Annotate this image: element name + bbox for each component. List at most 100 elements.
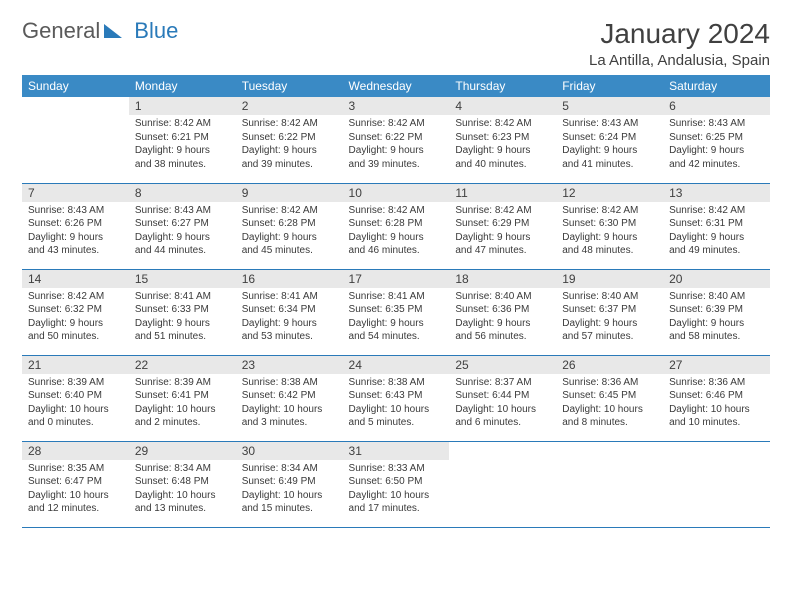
daylight-line2: and 41 minutes. xyxy=(562,158,657,172)
calendar-cell: 11Sunrise: 8:42 AMSunset: 6:29 PMDayligh… xyxy=(449,183,556,269)
daylight-line1: Daylight: 9 hours xyxy=(349,231,444,245)
sunset-text: Sunset: 6:32 PM xyxy=(28,303,123,317)
calendar-cell xyxy=(663,441,770,527)
day-number: 28 xyxy=(22,442,129,460)
sunrise-text: Sunrise: 8:42 AM xyxy=(135,117,230,131)
calendar-week-row: 14Sunrise: 8:42 AMSunset: 6:32 PMDayligh… xyxy=(22,269,770,355)
day-details: Sunrise: 8:42 AMSunset: 6:32 PMDaylight:… xyxy=(22,288,129,348)
daylight-line1: Daylight: 9 hours xyxy=(562,144,657,158)
day-number: 11 xyxy=(449,184,556,202)
daylight-line2: and 40 minutes. xyxy=(455,158,550,172)
sunrise-text: Sunrise: 8:42 AM xyxy=(455,117,550,131)
day-number: 25 xyxy=(449,356,556,374)
daylight-line2: and 57 minutes. xyxy=(562,330,657,344)
calendar-cell: 29Sunrise: 8:34 AMSunset: 6:48 PMDayligh… xyxy=(129,441,236,527)
daylight-line2: and 43 minutes. xyxy=(28,244,123,258)
day-number: 24 xyxy=(343,356,450,374)
sunset-text: Sunset: 6:47 PM xyxy=(28,475,123,489)
daylight-line2: and 48 minutes. xyxy=(562,244,657,258)
day-details: Sunrise: 8:34 AMSunset: 6:49 PMDaylight:… xyxy=(236,460,343,520)
calendar-cell xyxy=(556,441,663,527)
day-number: 21 xyxy=(22,356,129,374)
daylight-line2: and 17 minutes. xyxy=(349,502,444,516)
header: General Blue January 2024 La Antilla, An… xyxy=(22,18,770,69)
sunrise-text: Sunrise: 8:39 AM xyxy=(135,376,230,390)
daylight-line2: and 12 minutes. xyxy=(28,502,123,516)
sunset-text: Sunset: 6:48 PM xyxy=(135,475,230,489)
daylight-line2: and 39 minutes. xyxy=(242,158,337,172)
calendar-cell: 13Sunrise: 8:42 AMSunset: 6:31 PMDayligh… xyxy=(663,183,770,269)
daylight-line2: and 47 minutes. xyxy=(455,244,550,258)
calendar-cell: 26Sunrise: 8:36 AMSunset: 6:45 PMDayligh… xyxy=(556,355,663,441)
day-details: Sunrise: 8:34 AMSunset: 6:48 PMDaylight:… xyxy=(129,460,236,520)
day-details: Sunrise: 8:33 AMSunset: 6:50 PMDaylight:… xyxy=(343,460,450,520)
sunrise-text: Sunrise: 8:42 AM xyxy=(242,204,337,218)
daylight-line1: Daylight: 10 hours xyxy=(349,489,444,503)
day-details: Sunrise: 8:42 AMSunset: 6:31 PMDaylight:… xyxy=(663,202,770,262)
sunset-text: Sunset: 6:27 PM xyxy=(135,217,230,231)
sunrise-text: Sunrise: 8:34 AM xyxy=(242,462,337,476)
title-block: January 2024 La Antilla, Andalusia, Spai… xyxy=(589,18,770,69)
daylight-line1: Daylight: 9 hours xyxy=(669,144,764,158)
day-number: 1 xyxy=(129,97,236,115)
sunset-text: Sunset: 6:30 PM xyxy=(562,217,657,231)
sunset-text: Sunset: 6:41 PM xyxy=(135,389,230,403)
weekday-sat: Saturday xyxy=(663,75,770,97)
daylight-line2: and 13 minutes. xyxy=(135,502,230,516)
day-details: Sunrise: 8:42 AMSunset: 6:28 PMDaylight:… xyxy=(343,202,450,262)
logo-text-general: General xyxy=(22,18,100,44)
weekday-sun: Sunday xyxy=(22,75,129,97)
daylight-line1: Daylight: 9 hours xyxy=(135,317,230,331)
sunrise-text: Sunrise: 8:43 AM xyxy=(562,117,657,131)
sunset-text: Sunset: 6:31 PM xyxy=(669,217,764,231)
calendar-cell: 9Sunrise: 8:42 AMSunset: 6:28 PMDaylight… xyxy=(236,183,343,269)
daylight-line2: and 44 minutes. xyxy=(135,244,230,258)
day-number: 27 xyxy=(663,356,770,374)
day-number: 4 xyxy=(449,97,556,115)
day-details: Sunrise: 8:36 AMSunset: 6:46 PMDaylight:… xyxy=(663,374,770,434)
daylight-line1: Daylight: 9 hours xyxy=(242,317,337,331)
daylight-line1: Daylight: 9 hours xyxy=(669,317,764,331)
sunrise-text: Sunrise: 8:36 AM xyxy=(562,376,657,390)
day-details: Sunrise: 8:40 AMSunset: 6:36 PMDaylight:… xyxy=(449,288,556,348)
daylight-line1: Daylight: 10 hours xyxy=(28,403,123,417)
day-details: Sunrise: 8:42 AMSunset: 6:22 PMDaylight:… xyxy=(343,115,450,175)
day-details: Sunrise: 8:38 AMSunset: 6:43 PMDaylight:… xyxy=(343,374,450,434)
daylight-line2: and 45 minutes. xyxy=(242,244,337,258)
day-number: 18 xyxy=(449,270,556,288)
daylight-line2: and 53 minutes. xyxy=(242,330,337,344)
day-details: Sunrise: 8:41 AMSunset: 6:34 PMDaylight:… xyxy=(236,288,343,348)
daylight-line2: and 58 minutes. xyxy=(669,330,764,344)
day-number: 7 xyxy=(22,184,129,202)
daylight-line2: and 8 minutes. xyxy=(562,416,657,430)
sunset-text: Sunset: 6:49 PM xyxy=(242,475,337,489)
calendar-cell: 6Sunrise: 8:43 AMSunset: 6:25 PMDaylight… xyxy=(663,97,770,183)
day-number: 15 xyxy=(129,270,236,288)
day-number: 16 xyxy=(236,270,343,288)
day-details: Sunrise: 8:39 AMSunset: 6:40 PMDaylight:… xyxy=(22,374,129,434)
sunrise-text: Sunrise: 8:41 AM xyxy=(242,290,337,304)
location-label: La Antilla, Andalusia, Spain xyxy=(589,52,770,69)
sunset-text: Sunset: 6:45 PM xyxy=(562,389,657,403)
sunrise-text: Sunrise: 8:42 AM xyxy=(455,204,550,218)
sunset-text: Sunset: 6:40 PM xyxy=(28,389,123,403)
day-details: Sunrise: 8:42 AMSunset: 6:29 PMDaylight:… xyxy=(449,202,556,262)
calendar-cell: 4Sunrise: 8:42 AMSunset: 6:23 PMDaylight… xyxy=(449,97,556,183)
calendar-cell: 16Sunrise: 8:41 AMSunset: 6:34 PMDayligh… xyxy=(236,269,343,355)
daylight-line1: Daylight: 10 hours xyxy=(455,403,550,417)
day-details: Sunrise: 8:43 AMSunset: 6:25 PMDaylight:… xyxy=(663,115,770,175)
calendar-cell: 8Sunrise: 8:43 AMSunset: 6:27 PMDaylight… xyxy=(129,183,236,269)
daylight-line1: Daylight: 9 hours xyxy=(135,144,230,158)
calendar-cell: 28Sunrise: 8:35 AMSunset: 6:47 PMDayligh… xyxy=(22,441,129,527)
sunrise-text: Sunrise: 8:38 AM xyxy=(242,376,337,390)
month-title: January 2024 xyxy=(589,18,770,50)
sunset-text: Sunset: 6:21 PM xyxy=(135,131,230,145)
daylight-line1: Daylight: 9 hours xyxy=(242,144,337,158)
day-number: 10 xyxy=(343,184,450,202)
day-details: Sunrise: 8:42 AMSunset: 6:30 PMDaylight:… xyxy=(556,202,663,262)
day-details: Sunrise: 8:40 AMSunset: 6:39 PMDaylight:… xyxy=(663,288,770,348)
day-number: 13 xyxy=(663,184,770,202)
day-details: Sunrise: 8:43 AMSunset: 6:26 PMDaylight:… xyxy=(22,202,129,262)
daylight-line1: Daylight: 10 hours xyxy=(28,489,123,503)
calendar-week-row: 1Sunrise: 8:42 AMSunset: 6:21 PMDaylight… xyxy=(22,97,770,183)
